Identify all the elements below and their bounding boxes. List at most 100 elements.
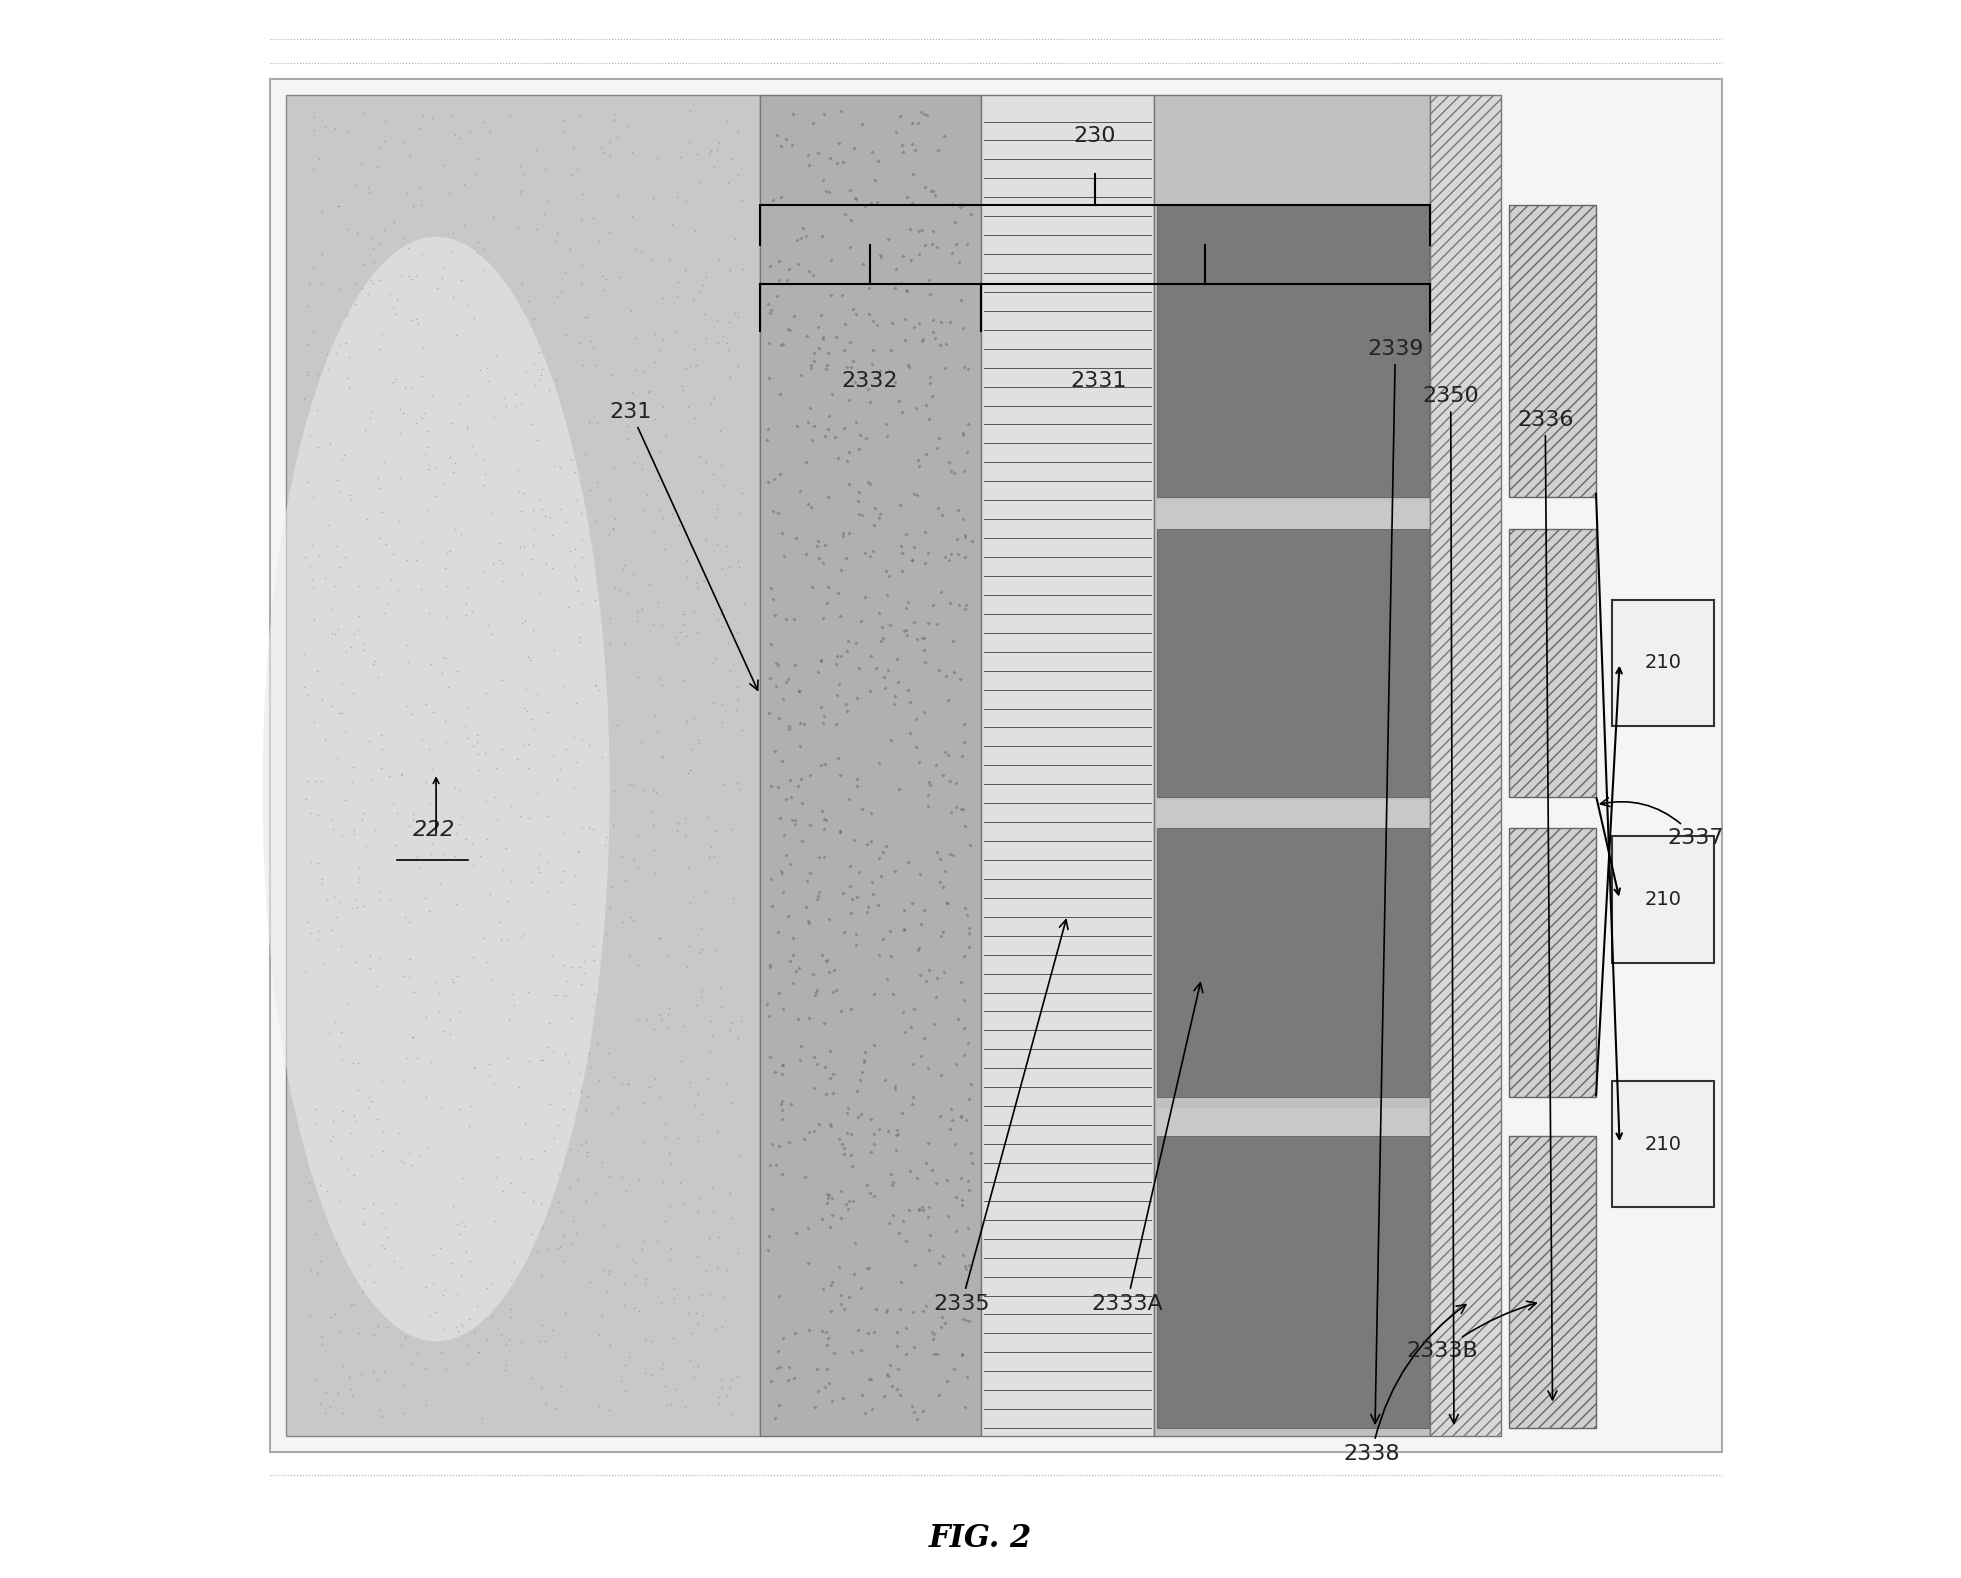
Point — [618, 1296, 649, 1321]
Point — [388, 1371, 420, 1397]
Point — [751, 428, 782, 453]
Point — [588, 278, 620, 303]
Point — [488, 1179, 520, 1204]
Point — [808, 806, 839, 832]
Point — [427, 256, 459, 281]
Point — [782, 956, 814, 982]
Point — [761, 1356, 792, 1381]
Point — [298, 574, 329, 600]
Point — [329, 787, 361, 813]
Point — [912, 611, 943, 636]
Point — [367, 737, 398, 762]
Point — [865, 863, 896, 888]
Point — [939, 795, 971, 821]
Point — [290, 331, 322, 357]
Point — [722, 770, 753, 795]
Point — [765, 1356, 796, 1381]
Point — [847, 502, 879, 527]
Point — [690, 265, 722, 290]
Point — [410, 1356, 441, 1381]
Point — [353, 1094, 384, 1119]
Point — [433, 180, 465, 205]
Point — [680, 1092, 712, 1117]
Point — [569, 305, 600, 330]
Point — [363, 887, 394, 912]
Point — [902, 483, 933, 508]
Point — [947, 353, 979, 379]
Point — [541, 284, 573, 309]
Point — [796, 352, 828, 377]
Point — [814, 1182, 845, 1207]
Point — [682, 1128, 714, 1154]
Point — [547, 983, 578, 1008]
Point — [767, 521, 798, 546]
Point — [543, 1190, 575, 1215]
Point — [712, 1070, 743, 1095]
Point — [777, 133, 808, 158]
Point — [549, 1221, 580, 1247]
Point — [349, 252, 380, 278]
Point — [835, 1142, 867, 1168]
Point — [920, 1341, 951, 1367]
Point — [398, 802, 429, 827]
Point — [408, 401, 439, 426]
Point — [763, 1283, 794, 1308]
Point — [643, 467, 675, 492]
Point — [320, 622, 351, 647]
Point — [628, 1090, 659, 1116]
Point — [302, 802, 333, 827]
Point — [935, 541, 967, 567]
Point — [496, 794, 528, 819]
Point — [904, 218, 935, 243]
Point — [331, 366, 363, 391]
Point — [814, 1215, 845, 1240]
Point — [722, 1363, 753, 1389]
Point — [586, 1149, 618, 1174]
Point — [649, 537, 680, 562]
Point — [800, 980, 831, 1005]
Point — [843, 860, 875, 885]
Point — [877, 1374, 908, 1400]
Point — [682, 576, 714, 601]
Point — [704, 1225, 735, 1250]
Point — [755, 1368, 786, 1393]
Point — [578, 587, 610, 612]
Point — [580, 1180, 612, 1206]
Point — [912, 541, 943, 567]
Point — [800, 983, 831, 1008]
Point — [451, 1239, 482, 1264]
Point — [892, 677, 924, 702]
Point — [457, 852, 488, 877]
Point — [288, 387, 320, 412]
Point — [557, 163, 588, 188]
Point — [890, 1019, 922, 1045]
Point — [920, 183, 951, 208]
Point — [806, 1206, 837, 1231]
Point — [930, 740, 961, 765]
Point — [810, 1054, 841, 1079]
Point — [590, 267, 622, 292]
Point — [618, 847, 649, 873]
Point — [653, 996, 684, 1021]
Point — [363, 664, 394, 690]
Point — [924, 426, 955, 451]
Point — [822, 683, 853, 709]
Point — [955, 832, 986, 857]
Point — [659, 1376, 690, 1401]
Point — [686, 1283, 718, 1308]
Point — [545, 869, 577, 895]
Point — [416, 1049, 447, 1075]
Point — [424, 871, 455, 896]
Point — [502, 215, 533, 240]
Point — [492, 1045, 524, 1070]
Point — [863, 600, 894, 625]
Point — [722, 305, 753, 330]
Point — [831, 639, 863, 664]
Point — [775, 948, 806, 974]
Point — [520, 216, 551, 241]
Point — [675, 1321, 706, 1346]
Point — [849, 193, 880, 218]
Point — [716, 1368, 747, 1393]
Point — [945, 969, 977, 994]
Point — [728, 718, 759, 743]
